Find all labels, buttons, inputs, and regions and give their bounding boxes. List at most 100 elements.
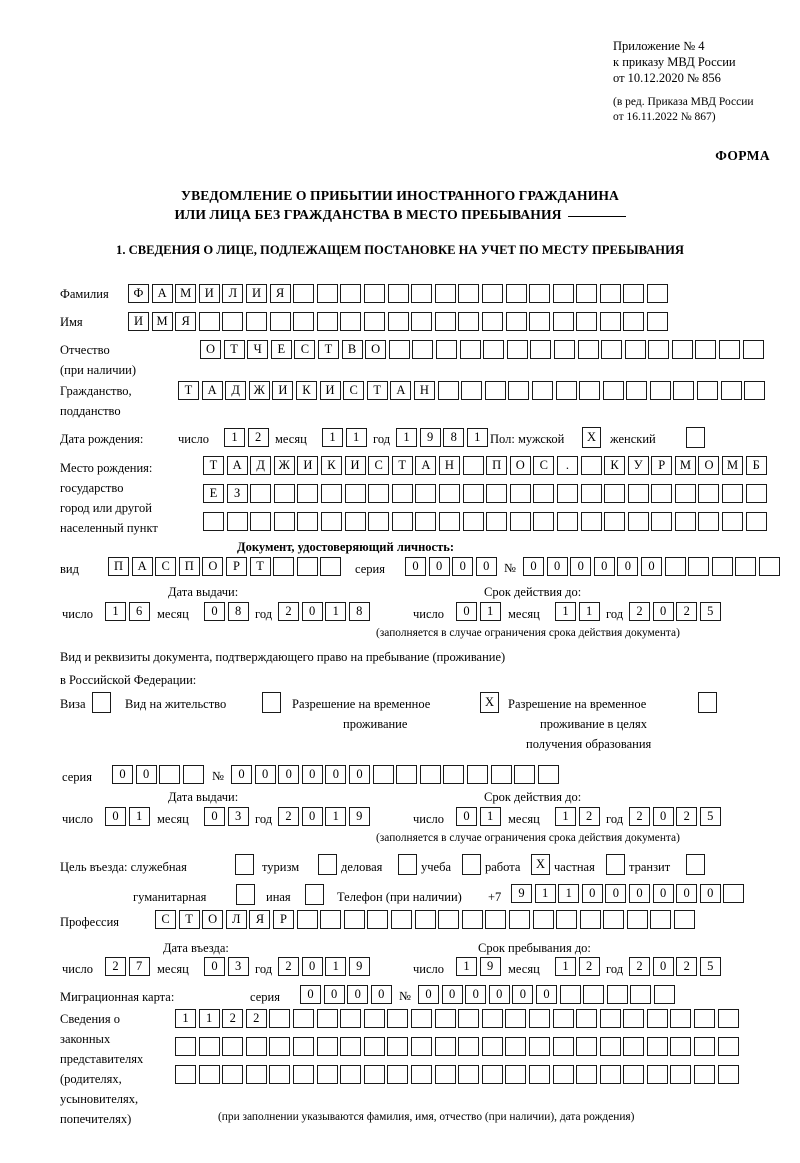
- char-cell[interactable]: Р: [272, 910, 294, 929]
- char-cell[interactable]: [363, 312, 385, 331]
- char-cell[interactable]: К: [295, 381, 317, 400]
- char-cell[interactable]: [396, 765, 418, 784]
- char-cell[interactable]: Ж: [273, 456, 295, 475]
- char-cell[interactable]: [437, 381, 459, 400]
- char-cell[interactable]: 5: [699, 957, 721, 976]
- char-cell[interactable]: 0: [628, 884, 650, 903]
- char-cell[interactable]: 1: [325, 602, 347, 621]
- char-cell[interactable]: [579, 910, 601, 929]
- char-cell[interactable]: [514, 765, 536, 784]
- char-cell[interactable]: 0: [456, 602, 477, 621]
- char-cell[interactable]: 0: [135, 765, 157, 784]
- char-cell[interactable]: [601, 340, 623, 359]
- char-cell[interactable]: [745, 512, 767, 531]
- char-cell[interactable]: 9: [348, 957, 370, 976]
- input-legal-rep-row-2[interactable]: [175, 1037, 739, 1056]
- char-cell[interactable]: [292, 1037, 314, 1056]
- char-cell[interactable]: 8: [227, 602, 249, 621]
- char-cell[interactable]: [651, 512, 673, 531]
- char-cell[interactable]: 6: [128, 602, 150, 621]
- char-cell[interactable]: 0: [593, 557, 615, 576]
- char-cell[interactable]: 0: [465, 985, 487, 1004]
- char-cell[interactable]: [411, 284, 433, 303]
- char-cell[interactable]: Л: [225, 910, 247, 929]
- char-cell[interactable]: [580, 456, 602, 475]
- char-cell[interactable]: 0: [204, 807, 225, 826]
- char-cell[interactable]: [531, 381, 553, 400]
- char-cell[interactable]: [415, 484, 437, 503]
- char-cell[interactable]: [269, 1009, 291, 1028]
- char-cell[interactable]: [529, 284, 551, 303]
- char-cell[interactable]: [722, 484, 744, 503]
- char-cell[interactable]: [159, 765, 181, 784]
- char-cell[interactable]: 1: [578, 602, 600, 621]
- char-cell[interactable]: 0: [676, 884, 698, 903]
- char-cell[interactable]: [434, 1037, 456, 1056]
- char-cell[interactable]: [481, 1009, 503, 1028]
- char-cell[interactable]: [458, 1065, 480, 1084]
- char-cell[interactable]: [674, 910, 696, 929]
- char-cell[interactable]: 1: [175, 1009, 196, 1028]
- char-cell[interactable]: 0: [441, 985, 463, 1004]
- char-cell[interactable]: [583, 985, 605, 1004]
- char-cell[interactable]: Ч: [247, 340, 269, 359]
- char-cell[interactable]: [744, 381, 766, 400]
- char-cell[interactable]: [410, 1065, 432, 1084]
- checkbox-purpose-tourism[interactable]: [318, 854, 337, 875]
- char-cell[interactable]: 0: [323, 985, 345, 1004]
- char-cell[interactable]: 0: [456, 807, 477, 826]
- char-cell[interactable]: [363, 1037, 385, 1056]
- char-cell[interactable]: [485, 910, 507, 929]
- char-cell[interactable]: 2: [105, 957, 126, 976]
- char-cell[interactable]: 2: [578, 957, 600, 976]
- char-cell[interactable]: А: [131, 557, 153, 576]
- char-cell[interactable]: Д: [225, 381, 247, 400]
- char-cell[interactable]: [387, 1065, 409, 1084]
- char-cell[interactable]: [481, 1065, 503, 1084]
- char-cell[interactable]: [458, 284, 480, 303]
- char-cell[interactable]: [222, 312, 244, 331]
- char-cell[interactable]: [623, 1037, 645, 1056]
- char-cell[interactable]: 3: [227, 807, 249, 826]
- char-cell[interactable]: [646, 1009, 668, 1028]
- char-cell[interactable]: [529, 312, 551, 331]
- char-cell[interactable]: [599, 312, 621, 331]
- char-cell[interactable]: [599, 1065, 621, 1084]
- char-cell[interactable]: С: [155, 557, 177, 576]
- char-cell[interactable]: [599, 1037, 621, 1056]
- char-cell[interactable]: [483, 340, 505, 359]
- char-cell[interactable]: [648, 340, 670, 359]
- char-cell[interactable]: 0: [204, 602, 225, 621]
- char-cell[interactable]: 0: [452, 557, 474, 576]
- char-cell[interactable]: Ф: [128, 284, 149, 303]
- char-cell[interactable]: [576, 1037, 598, 1056]
- char-cell[interactable]: [673, 381, 695, 400]
- char-cell[interactable]: [372, 765, 394, 784]
- char-cell[interactable]: [458, 1009, 480, 1028]
- char-cell[interactable]: 0: [535, 985, 557, 1004]
- char-cell[interactable]: [387, 284, 409, 303]
- char-cell[interactable]: [671, 340, 693, 359]
- char-cell[interactable]: А: [415, 456, 437, 475]
- char-cell[interactable]: [198, 312, 220, 331]
- char-cell[interactable]: 0: [348, 765, 370, 784]
- char-cell[interactable]: [552, 312, 574, 331]
- char-cell[interactable]: [490, 765, 512, 784]
- char-cell[interactable]: 0: [105, 807, 126, 826]
- char-cell[interactable]: [340, 1037, 362, 1056]
- char-cell[interactable]: [412, 340, 434, 359]
- char-cell[interactable]: [623, 284, 645, 303]
- char-cell[interactable]: [434, 284, 456, 303]
- char-cell[interactable]: Я: [269, 284, 291, 303]
- char-cell[interactable]: [606, 985, 628, 1004]
- char-cell[interactable]: [626, 910, 648, 929]
